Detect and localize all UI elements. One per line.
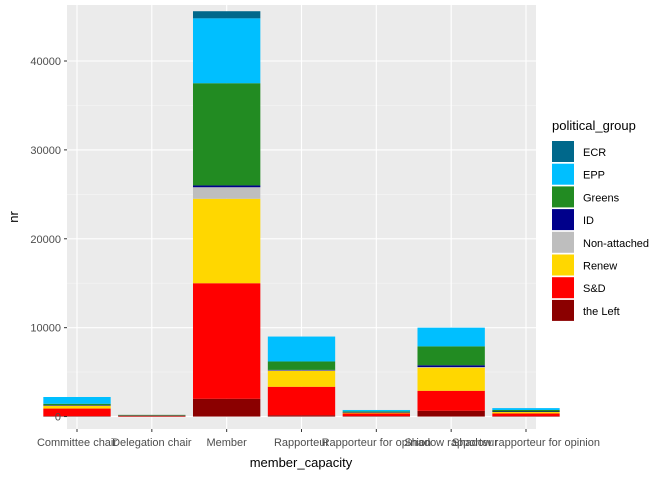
- bar-segment: [492, 411, 560, 414]
- x-axis-title: member_capacity: [250, 455, 353, 470]
- bar-segment: [192, 198, 261, 284]
- bar-segment: [118, 415, 186, 416]
- legend-label: EPP: [583, 170, 605, 182]
- bar-segment: [342, 412, 411, 414]
- bar-segment: [267, 369, 336, 371]
- bar-segment: [267, 370, 336, 387]
- y-axis-title: nr: [6, 211, 21, 223]
- bar-segment: [417, 410, 485, 417]
- bar-segment: [267, 361, 336, 370]
- legend-label: the Left: [583, 306, 620, 318]
- bar-segment: [342, 411, 411, 413]
- bar-segment: [492, 409, 560, 412]
- x-tick-label: Committee chair: [37, 437, 117, 449]
- bar-segment: [43, 408, 111, 417]
- y-tick-label: 0: [55, 412, 61, 424]
- bar-segment: [192, 185, 261, 188]
- legend-label: S&D: [583, 283, 606, 295]
- legend-key: [552, 231, 574, 253]
- bar-segment: [192, 11, 261, 19]
- bar-segment: [492, 411, 560, 412]
- y-tick-label: 10000: [30, 323, 61, 335]
- bar-segment: [192, 83, 261, 186]
- x-tick-label: Delegation chair: [112, 437, 192, 449]
- bar-segment: [192, 18, 261, 84]
- bar-segment: [417, 365, 485, 368]
- y-tick-label: 30000: [30, 145, 61, 157]
- x-tick-label: Member: [206, 437, 247, 449]
- bar-segment: [417, 390, 485, 411]
- legend-title: political_group: [552, 118, 636, 133]
- legend-label: Renew: [583, 261, 617, 273]
- bar-segment: [192, 283, 261, 399]
- legend-key: [552, 254, 574, 276]
- bar-segment: [43, 416, 111, 417]
- bar-segment: [267, 370, 336, 371]
- bar-segment: [43, 403, 111, 406]
- x-tick-label: Rapporteur: [274, 437, 329, 449]
- bar-segment: [43, 405, 111, 409]
- bar-segment: [118, 414, 186, 416]
- bar-segment: [492, 413, 560, 417]
- bar-segment: [118, 416, 186, 417]
- bar-segment: [118, 415, 186, 417]
- bar-segment: [417, 367, 485, 391]
- legend-key: [552, 141, 574, 162]
- x-tick-label: Shadow rapporteur: [404, 437, 498, 449]
- legend-key: [552, 163, 574, 185]
- x-tick-label: Shadow rapporteur for opinion: [452, 437, 600, 449]
- bar-segment: [192, 187, 261, 199]
- legend: political_group ECR EPP Greens ID Non-attach…: [552, 118, 649, 321]
- bar-segment: [342, 412, 411, 413]
- legend-label: ECR: [583, 147, 606, 159]
- bars: [43, 11, 560, 417]
- bar-segment: [267, 386, 336, 416]
- y-tick-label: 20000: [30, 234, 61, 246]
- bar-segment: [417, 367, 485, 368]
- legend-label: Non-attached: [583, 238, 649, 250]
- legend-label: Greens: [583, 192, 620, 204]
- y-tick-label: 40000: [30, 56, 61, 68]
- bar-segment: [492, 408, 560, 410]
- legend-key: [552, 277, 574, 299]
- bar-segment: [43, 405, 111, 406]
- legend-key: [552, 186, 574, 208]
- bar-segment: [417, 327, 485, 347]
- bar-segment: [43, 397, 111, 404]
- bar-segment: [342, 413, 411, 417]
- x-tick-label: Rapporteur for opinion: [322, 437, 431, 449]
- bar-segment: [267, 415, 336, 417]
- bar-segment: [342, 416, 411, 417]
- y-axis: 0 10000 20000 30000 40000: [30, 56, 67, 424]
- legend-key: [552, 299, 574, 321]
- bar-segment: [192, 398, 261, 417]
- legend-label: ID: [583, 215, 594, 227]
- bar-segment: [492, 416, 560, 417]
- bar-segment: [417, 346, 485, 366]
- legend-key: [552, 209, 574, 231]
- bar-segment: [342, 409, 411, 412]
- grid-lines: [67, 5, 536, 429]
- bar-segment: [267, 336, 336, 362]
